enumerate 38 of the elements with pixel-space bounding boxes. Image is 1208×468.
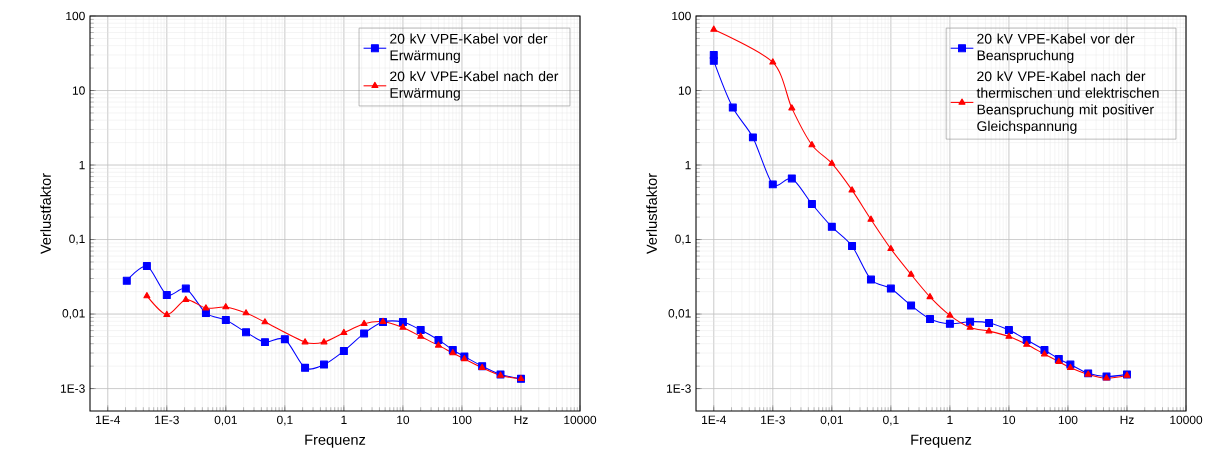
y-tick-label: 0,1	[675, 234, 691, 245]
y-tick-label: 1	[685, 160, 691, 170]
x-tick-label: Hz	[1120, 415, 1134, 424]
y-tick-label: 100	[672, 11, 691, 21]
x-tick-label: 10	[397, 415, 410, 425]
x-tick-label: 1E-3	[761, 415, 785, 425]
y-tick-label: 10	[72, 86, 85, 95]
x-tick-label: 0,1	[883, 415, 899, 426]
legend-label: 20 kV VPE-Kabel vor der Beanspruchung	[977, 33, 1135, 64]
x-tick-label: 100	[452, 415, 472, 425]
x-tick-label: 100	[1058, 415, 1078, 425]
x-tick-label: Hz	[514, 415, 528, 424]
x-tick-label: 10000	[564, 415, 597, 425]
x-axis-title: Frequenz	[911, 434, 972, 448]
x-axis-title: Frequenz	[305, 434, 366, 448]
legend-label: 20 kV VPE-Kabel vor der Erwärmung	[390, 33, 548, 64]
x-tick-label: 0,01	[820, 415, 843, 426]
legend-label: 20 kV VPE-Kabel nach der thermischen und elektrischen Beanspruchung mit positiver Gleichspannung	[976, 71, 1159, 134]
y-tick-label: 1E-3	[60, 384, 85, 393]
y-tick-label: 10	[678, 86, 691, 95]
y-axis-title: Verlustfaktor	[646, 173, 657, 255]
x-tick-label: 1E-4	[96, 415, 121, 424]
legend-label: 20 kV VPE-Kabel nach der Erwärmung	[390, 71, 559, 101]
y-tick-label: 0,1	[69, 234, 85, 245]
x-tick-label: 1E-4	[702, 415, 727, 424]
y-tick-label: 1	[79, 160, 85, 170]
y-tick-label: 0,01	[668, 309, 691, 319]
x-tick-label: 1E-3	[155, 415, 179, 425]
x-tick-label: 10	[1003, 415, 1016, 425]
y-tick-label: 0,01	[62, 309, 85, 319]
x-tick-label: 0,1	[277, 415, 293, 426]
x-tick-label: 10000	[1170, 415, 1203, 425]
x-tick-label: 0,01	[214, 415, 237, 426]
y-axis-title: Verlustfaktor	[40, 173, 51, 255]
y-tick-label: 100	[66, 11, 85, 21]
y-tick-label: 1E-3	[666, 384, 691, 393]
x-tick-label: 1	[341, 415, 347, 424]
x-tick-label: 1	[947, 415, 953, 424]
